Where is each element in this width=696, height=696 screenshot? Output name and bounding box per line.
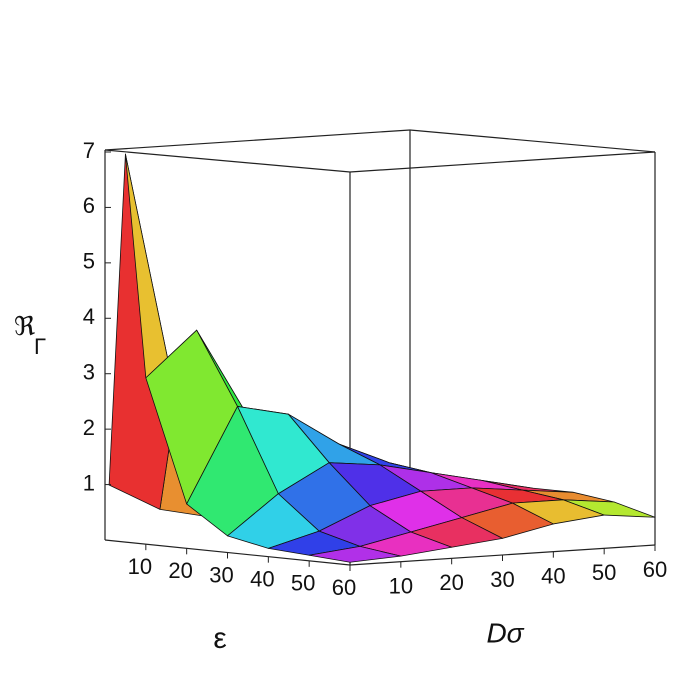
z-tick-label: 4 <box>83 304 95 329</box>
y-tick-label: 40 <box>541 563 565 588</box>
x-tick-label: 30 <box>209 562 233 587</box>
x-tick-label: 50 <box>291 571 315 596</box>
x-tick-label: 10 <box>128 554 152 579</box>
y-tick-label: 50 <box>592 560 616 585</box>
surface <box>108 153 656 563</box>
bounding-box <box>104 129 656 565</box>
z-tick-label: 1 <box>83 470 95 495</box>
x-tick-label: 40 <box>250 566 274 591</box>
x-tick-label: 60 <box>332 575 356 600</box>
z-axis-label-sub: Γ <box>34 334 46 359</box>
y-tick-label: 60 <box>643 557 667 582</box>
z-tick-label: 6 <box>83 193 95 218</box>
y-tick-label: 30 <box>490 567 514 592</box>
y-tick-label: 20 <box>439 570 463 595</box>
surface-patch <box>308 546 402 563</box>
z-tick-label: 5 <box>83 249 95 274</box>
z-tick-label: 3 <box>83 360 95 385</box>
y-tick-label: 10 <box>389 573 413 598</box>
x-axis-label: ε <box>213 622 226 655</box>
z-axis-label: ℜ <box>14 312 35 342</box>
y-axis-label: Dσ <box>486 617 524 648</box>
z-tick-label: 2 <box>83 415 95 440</box>
z-tick-label: 7 <box>83 138 95 163</box>
x-tick-label: 20 <box>168 558 192 583</box>
